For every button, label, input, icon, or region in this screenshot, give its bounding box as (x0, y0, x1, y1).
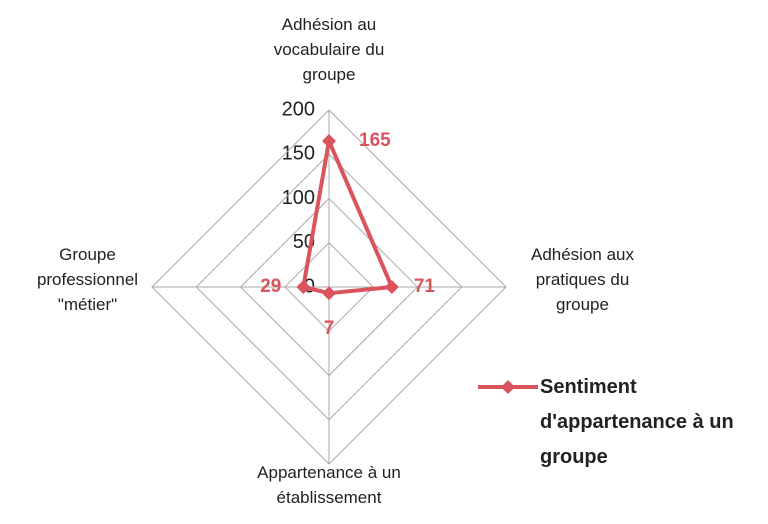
marker (322, 286, 336, 301)
r-tick-label: 200 (282, 98, 315, 120)
marker (322, 133, 336, 148)
category-label: Adhésion au vocabulaire du groupe (273, 15, 385, 84)
data-label: 7 (324, 318, 335, 339)
legend-marker (501, 380, 515, 394)
legend-label: Sentiment d'appartenance à un groupe (540, 376, 734, 468)
data-label: 165 (359, 130, 391, 151)
r-tick-label: 150 (282, 143, 315, 165)
marker (296, 280, 311, 294)
data-label: 71 (414, 276, 436, 297)
r-tick-label: 100 (282, 187, 315, 209)
category-label: Groupe professionnel "métier" (36, 245, 139, 314)
category-label: Adhésion aux pratiques du groupe (530, 245, 635, 314)
marker (384, 280, 399, 294)
category-label: Appartenance à un établissement (257, 463, 401, 507)
data-label: 29 (260, 276, 281, 297)
